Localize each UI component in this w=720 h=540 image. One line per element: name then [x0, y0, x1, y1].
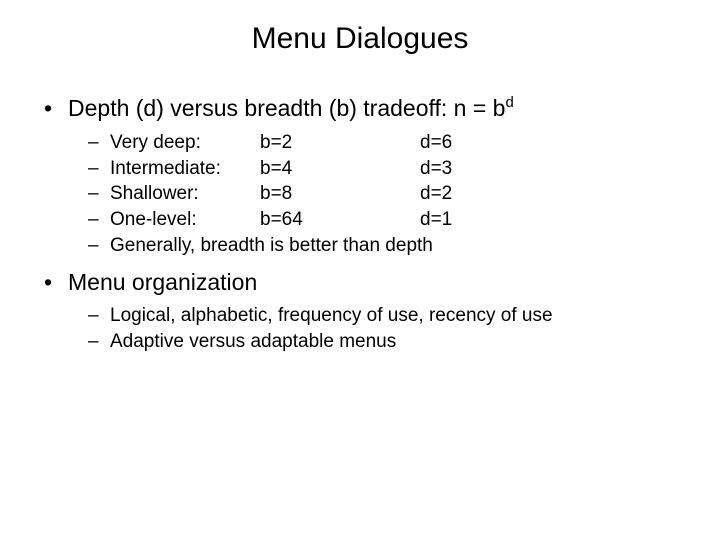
row-label: Shallower:	[110, 182, 260, 206]
row-b: b=2	[260, 131, 420, 155]
row-label: One-level:	[110, 208, 260, 232]
bullet-tradeoff: Depth (d) versus breadth (b) tradeoff: n…	[40, 94, 680, 123]
row-b: b=4	[260, 157, 420, 181]
row-d: d=3	[420, 157, 452, 181]
row-very-deep: Very deep: b=2 d=6	[40, 131, 680, 155]
row-d: d=2	[420, 182, 452, 206]
bullet-menu-org: Menu organization	[40, 268, 680, 297]
row-label: Very deep:	[110, 131, 260, 155]
sub-adaptive: Adaptive versus adaptable menus	[40, 330, 680, 354]
row-intermediate: Intermediate: b=4 d=3	[40, 157, 680, 181]
row-one-level: One-level: b=64 d=1	[40, 208, 680, 232]
row-b: b=64	[260, 208, 420, 232]
slide-title: Menu Dialogues	[0, 0, 720, 66]
slide-body: Depth (d) versus breadth (b) tradeoff: n…	[0, 66, 720, 354]
row-shallower: Shallower: b=8 d=2	[40, 182, 680, 206]
row-note: Generally, breadth is better than depth	[40, 234, 680, 258]
row-d: d=1	[420, 208, 452, 232]
sub-logical: Logical, alphabetic, frequency of use, r…	[40, 304, 680, 328]
bullet-tradeoff-sup: d	[505, 94, 513, 111]
row-label: Intermediate:	[110, 157, 260, 181]
row-d: d=6	[420, 131, 452, 155]
spacer	[40, 260, 680, 268]
slide: Menu Dialogues Depth (d) versus breadth …	[0, 0, 720, 540]
bullet-tradeoff-text: Depth (d) versus breadth (b) tradeoff: n…	[68, 95, 505, 121]
row-b: b=8	[260, 182, 420, 206]
